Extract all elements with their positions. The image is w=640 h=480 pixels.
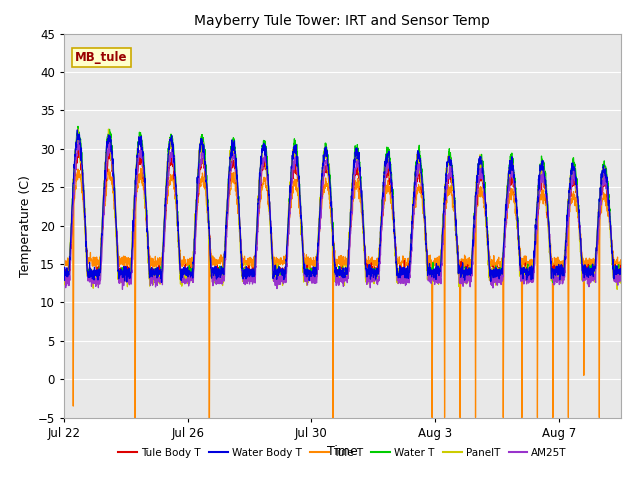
Y-axis label: Temperature (C): Temperature (C): [19, 175, 32, 276]
Title: Mayberry Tule Tower: IRT and Sensor Temp: Mayberry Tule Tower: IRT and Sensor Temp: [195, 14, 490, 28]
X-axis label: Time: Time: [327, 445, 358, 458]
Text: MB_tule: MB_tule: [75, 51, 127, 64]
Legend: Tule Body T, Water Body T, Tule T, Water T, PanelT, AM25T: Tule Body T, Water Body T, Tule T, Water…: [114, 444, 571, 462]
